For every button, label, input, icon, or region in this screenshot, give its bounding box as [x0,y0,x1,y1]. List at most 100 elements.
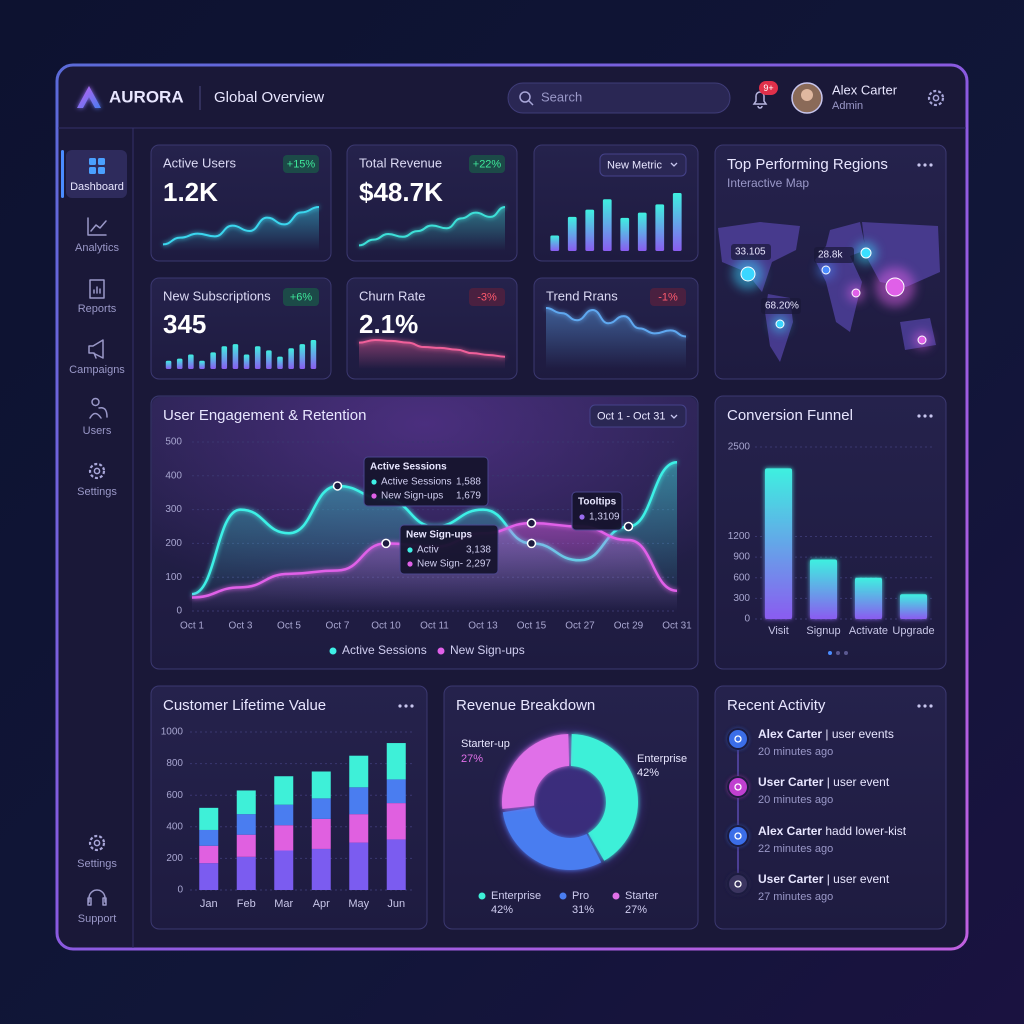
nav-item[interactable]: Settings [77,486,117,498]
activity-icon-glyph [734,880,742,888]
notifications[interactable]: 9+ [752,81,778,109]
metric-dropdown[interactable]: New Metric [599,153,687,177]
sparkbar [199,360,205,369]
page-dot[interactable] [836,651,840,655]
dropdown-label: New Metric [607,159,663,171]
card-title: Recent Activity [727,697,826,714]
activity-name: User Carter [758,775,824,789]
gear-inner [93,839,101,847]
donut-slice [502,734,570,809]
page-dot[interactable] [844,651,848,655]
menu-dot [404,704,408,708]
campaigns-icon [88,339,104,359]
notification-count: 9+ [763,83,773,93]
reports-icon [89,279,105,299]
bar-segment [199,829,219,846]
y-tick-label: 200 [166,853,183,864]
tooltip-dot [407,561,413,567]
nav-item[interactable]: Settings [77,858,117,870]
search-box[interactable]: Search [507,82,731,114]
data-point [526,538,537,549]
bar-segment [386,839,406,890]
dropdown-box[interactable] [599,153,687,177]
sparkline-area [359,207,505,251]
nav-item[interactable]: Campaigns [69,364,125,376]
sparkbar [221,346,228,369]
x-tick-label: Oct 5 [277,621,301,632]
nav-item[interactable]: Analytics [75,242,120,254]
kpi-change: -1% [658,291,678,303]
sparkbar [550,235,560,251]
tooltip-label: Activ [417,545,439,556]
x-tick-label: Oct 11 [420,621,449,632]
x-tick-label: Feb [237,898,256,910]
y-tick-label: 500 [165,437,182,448]
range-dropdown-box[interactable] [589,404,687,428]
date-range[interactable]: Oct 1 - Oct 31 [597,410,665,422]
donut-slice [502,807,602,871]
activity-icon [727,825,749,847]
sparkbar [210,352,216,369]
nav-item[interactable]: Reports [78,303,117,315]
card-title: Top Performing Regions [727,156,888,173]
y-tick-label: 2500 [728,442,751,453]
kpi-title: Active Users [163,155,236,170]
dashboard-icon [98,167,105,174]
logo [77,86,101,108]
x-tick-label: Oct 10 [371,621,401,632]
x-tick-label: Oct 3 [229,621,253,632]
nav-item[interactable]: Users [83,425,112,437]
hotspot [851,288,861,298]
page-dot[interactable] [828,651,832,655]
gear-inner [93,467,101,475]
legend-swatch [329,647,337,655]
sparkbar [585,209,595,251]
kpi-change: +22% [473,158,502,170]
hotspot [860,247,872,259]
hotspot [885,277,905,297]
more-menu[interactable] [917,704,933,708]
gear-inner [932,94,940,102]
x-tick-label: Oct 29 [614,621,644,632]
more-menu[interactable] [917,163,933,167]
bar-segment [311,771,331,799]
more-menu[interactable] [917,414,933,418]
menu-dot [929,163,933,167]
kpi-title: Churn Rate [359,288,425,303]
y-tick-label: 400 [165,470,182,481]
settings-button[interactable] [927,89,945,107]
chevron [670,414,678,419]
sparkbar [165,360,172,369]
activity-name: Alex Carter [758,727,822,741]
legend-label: Active Sessions [342,643,427,657]
tooltip-dot [407,547,413,553]
bar-segment [236,814,256,835]
brand-name: AURORA [109,87,184,106]
dashboard-icon [98,158,105,165]
activity-text: Alex Carter hadd lower-kist [758,824,907,838]
activity-card [714,685,947,930]
nav-item[interactable]: Support [78,913,117,925]
hotspot [917,335,927,345]
bar-segment [236,834,256,857]
activity-text: User Carter | user event [758,775,890,789]
gear-outer [927,89,945,107]
sparkbar [655,204,665,251]
bar-segment [311,798,331,819]
sparkbar [620,217,630,251]
legend-label: New Sign-ups [450,643,525,657]
kpi-title: Total Revenue [359,155,442,170]
nav-item[interactable]: Dashboard [70,181,124,193]
search-field[interactable] [507,82,731,114]
menu-dot [410,704,414,708]
kpi-value: 345 [163,309,206,339]
activity-name: User Carter [758,872,824,886]
x-tick-label: Oct 31 [662,621,692,632]
more-menu[interactable] [398,704,414,708]
bar-segment [386,779,406,804]
tooltip-value: 2,297 [466,559,491,570]
sparkbar [567,216,577,251]
activity-description: | user events [822,727,894,741]
change-badge [469,155,505,173]
activity-icon-glyph [734,735,742,743]
